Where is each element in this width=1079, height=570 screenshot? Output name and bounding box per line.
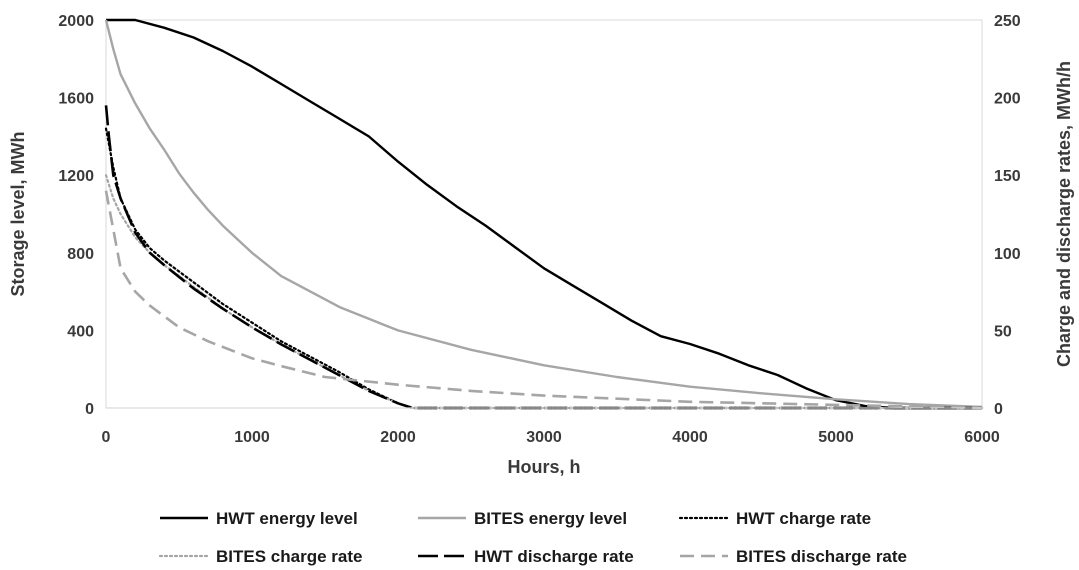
legend-label-hwt-charge-rate: HWT charge rate: [736, 509, 871, 528]
y-tick-label: 0: [85, 401, 94, 418]
legend-label-hwt-energy-level: HWT energy level: [216, 509, 358, 528]
y2-tick-label: 150: [994, 168, 1021, 185]
legend-label-bites-charge-rate: BITES charge rate: [216, 547, 362, 566]
series-line-bites-charge-rate: [104, 174, 984, 410]
series-line-hwt-energy-level: [106, 18, 982, 410]
y-axis-title: Storage level, MWh: [8, 131, 28, 296]
y-tick-label: 1600: [58, 91, 94, 108]
y2-axis-title: Charge and discharge rates, MWh/h: [1054, 61, 1074, 367]
legend-label-hwt-discharge-rate: HWT discharge rate: [474, 547, 634, 566]
x-tick-label: 1000: [234, 429, 270, 446]
series-layer: [104, 18, 984, 410]
y-tick-label: 800: [67, 246, 94, 263]
x-tick-label: 2000: [380, 429, 416, 446]
y2-tick-label: 200: [994, 91, 1021, 108]
plot-frame: [105, 19, 983, 409]
legend-label-bites-energy-level: BITES energy level: [474, 509, 627, 528]
x-tick-label: 4000: [672, 429, 708, 446]
left-tick-labels: 0 400 800 1200 1600 2000: [58, 13, 94, 418]
series-line-bites-energy-level: [104, 19, 983, 409]
x-tick-label: 3000: [526, 429, 562, 446]
series-line-bites-discharge-rate: [104, 190, 983, 410]
x-axis-title: Hours, h: [507, 457, 580, 477]
y-tick-label: 1200: [58, 168, 94, 185]
legend-label-bites-discharge-rate: BITES discharge rate: [736, 547, 907, 566]
x-tick-label: 0: [102, 429, 111, 446]
y2-tick-label: 50: [994, 323, 1012, 340]
x-tick-label: 6000: [964, 429, 1000, 446]
x-tick-labels: 0 1000 2000 3000 4000 5000 6000: [102, 429, 1000, 446]
y2-tick-label: 0: [994, 401, 1003, 418]
y2-tick-label: 250: [994, 13, 1021, 30]
y-tick-label: 400: [67, 323, 94, 340]
right-tick-labels: 0 50 100 150 200 250: [994, 13, 1021, 418]
y2-tick-label: 100: [994, 246, 1021, 263]
series-line-hwt-discharge-rate: [104, 105, 982, 410]
x-tick-label: 5000: [818, 429, 854, 446]
y-tick-label: 2000: [58, 13, 94, 30]
legend: HWT energy level BITES energy level HWT ch…: [158, 509, 907, 566]
